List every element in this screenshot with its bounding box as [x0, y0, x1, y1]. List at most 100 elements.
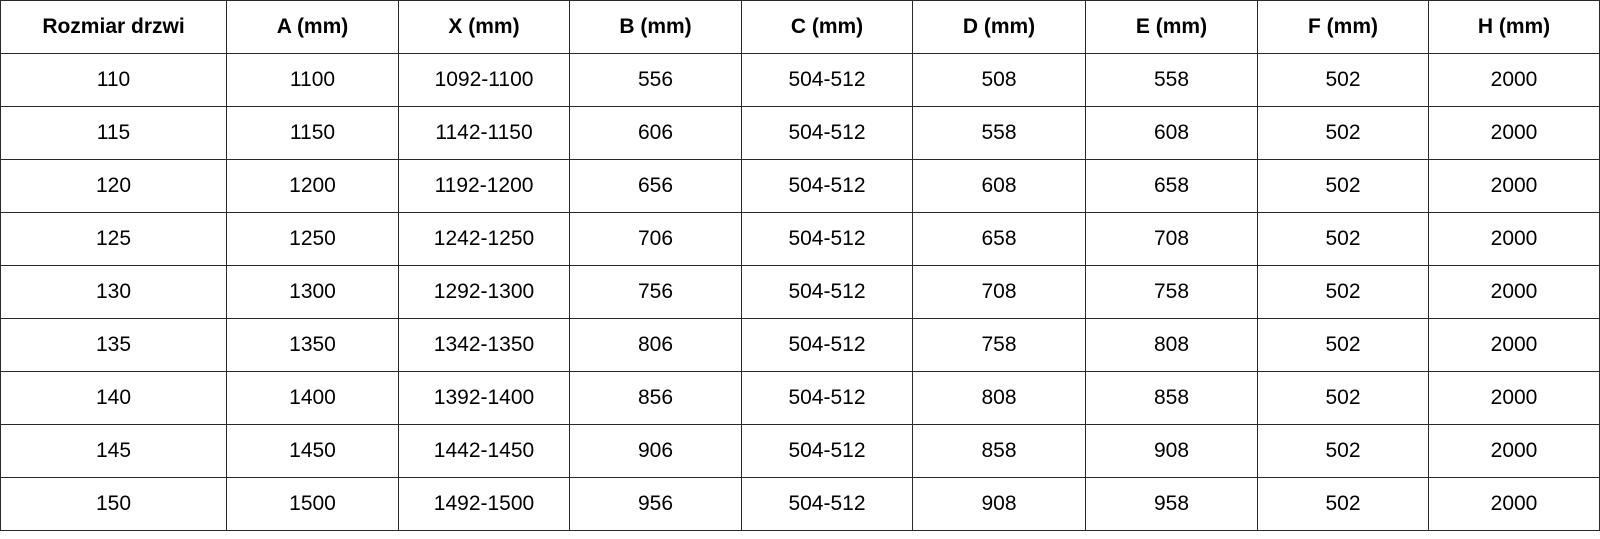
- table-cell: 504-512: [741, 53, 913, 107]
- table-cell: 2000: [1428, 265, 1600, 319]
- table-cell: 1350: [226, 318, 399, 372]
- table-cell: 906: [569, 424, 742, 478]
- table-cell: 502: [1257, 53, 1429, 107]
- table-cell: 125: [0, 212, 227, 266]
- column-header: H (mm): [1428, 0, 1600, 54]
- table-cell: 2000: [1428, 212, 1600, 266]
- table-cell: 558: [912, 106, 1086, 160]
- table-cell: 958: [1085, 477, 1258, 531]
- table-cell: 858: [1085, 371, 1258, 425]
- table-cell: 135: [0, 318, 227, 372]
- table-cell: 110: [0, 53, 227, 107]
- table-cell: 1342-1350: [398, 318, 570, 372]
- table-cell: 502: [1257, 212, 1429, 266]
- table-cell: 1442-1450: [398, 424, 570, 478]
- header-row: Rozmiar drzwi A (mm) X (mm) B (mm) C (mm) D (…: [0, 0, 1600, 54]
- table-row: 110 1100 1092-1100 556 504-512 508 558 502 2000: [0, 53, 1600, 107]
- table-cell: 908: [912, 477, 1086, 531]
- table-cell: 2000: [1428, 106, 1600, 160]
- table-cell: 2000: [1428, 371, 1600, 425]
- column-header: D (mm): [912, 0, 1086, 54]
- table-cell: 504-512: [741, 265, 913, 319]
- table-cell: 120: [0, 159, 227, 213]
- table-cell: 504-512: [741, 212, 913, 266]
- table-cell: 2000: [1428, 318, 1600, 372]
- table-cell: 806: [569, 318, 742, 372]
- table-cell: 1100: [226, 53, 399, 107]
- table-cell: 1492-1500: [398, 477, 570, 531]
- table-cell: 508: [912, 53, 1086, 107]
- table-cell: 1392-1400: [398, 371, 570, 425]
- table-row: 145 1450 1442-1450 906 504-512 858 908 502 2000: [0, 424, 1600, 478]
- table-cell: 856: [569, 371, 742, 425]
- table-cell: 956: [569, 477, 742, 531]
- table-cell: 808: [1085, 318, 1258, 372]
- table-cell: 504-512: [741, 477, 913, 531]
- table-cell: 1142-1150: [398, 106, 570, 160]
- table-row: 150 1500 1492-1500 956 504-512 908 958 502 2000: [0, 477, 1600, 531]
- table-cell: 502: [1257, 371, 1429, 425]
- table-row: 130 1300 1292-1300 756 504-512 708 758 502 2000: [0, 265, 1600, 319]
- table-cell: 502: [1257, 424, 1429, 478]
- table-cell: 608: [912, 159, 1086, 213]
- column-header: Rozmiar drzwi: [0, 0, 227, 54]
- table-cell: 2000: [1428, 159, 1600, 213]
- table-cell: 1450: [226, 424, 399, 478]
- table-cell: 145: [0, 424, 227, 478]
- table-cell: 658: [1085, 159, 1258, 213]
- table-cell: 708: [912, 265, 1086, 319]
- table-cell: 706: [569, 212, 742, 266]
- table-cell: 758: [1085, 265, 1258, 319]
- table-cell: 1500: [226, 477, 399, 531]
- table-cell: 756: [569, 265, 742, 319]
- table-cell: 504-512: [741, 424, 913, 478]
- table-cell: 808: [912, 371, 1086, 425]
- table-cell: 758: [912, 318, 1086, 372]
- table-cell: 2000: [1428, 424, 1600, 478]
- column-header: A (mm): [226, 0, 399, 54]
- column-header: X (mm): [398, 0, 570, 54]
- table-cell: 708: [1085, 212, 1258, 266]
- table-row: 125 1250 1242-1250 706 504-512 658 708 502 2000: [0, 212, 1600, 266]
- table-cell: 656: [569, 159, 742, 213]
- table-cell: 502: [1257, 318, 1429, 372]
- table-cell: 140: [0, 371, 227, 425]
- table-cell: 1092-1100: [398, 53, 570, 107]
- table-cell: 658: [912, 212, 1086, 266]
- table-cell: 2000: [1428, 53, 1600, 107]
- table-cell: 608: [1085, 106, 1258, 160]
- table-cell: 1292-1300: [398, 265, 570, 319]
- table-cell: 606: [569, 106, 742, 160]
- column-header: B (mm): [569, 0, 742, 54]
- table-cell: 1400: [226, 371, 399, 425]
- table-cell: 502: [1257, 106, 1429, 160]
- table-cell: 858: [912, 424, 1086, 478]
- table-cell: 504-512: [741, 371, 913, 425]
- table-cell: 504-512: [741, 318, 913, 372]
- table-cell: 115: [0, 106, 227, 160]
- table-cell: 1192-1200: [398, 159, 570, 213]
- table-cell: 556: [569, 53, 742, 107]
- table-cell: 502: [1257, 477, 1429, 531]
- table-cell: 504-512: [741, 106, 913, 160]
- table-cell: 1250: [226, 212, 399, 266]
- table-cell: 908: [1085, 424, 1258, 478]
- table-cell: 2000: [1428, 477, 1600, 531]
- table-cell: 502: [1257, 265, 1429, 319]
- table-cell: 502: [1257, 159, 1429, 213]
- table-cell: 1150: [226, 106, 399, 160]
- table-row: 120 1200 1192-1200 656 504-512 608 658 502 2000: [0, 159, 1600, 213]
- table-cell: 150: [0, 477, 227, 531]
- table-cell: 1300: [226, 265, 399, 319]
- table-cell: 504-512: [741, 159, 913, 213]
- column-header: C (mm): [741, 0, 913, 54]
- table-row: 115 1150 1142-1150 606 504-512 558 608 502 2000: [0, 106, 1600, 160]
- table-cell: 558: [1085, 53, 1258, 107]
- table-cell: 1242-1250: [398, 212, 570, 266]
- column-header: E (mm): [1085, 0, 1258, 54]
- column-header: F (mm): [1257, 0, 1429, 54]
- table-row: 140 1400 1392-1400 856 504-512 808 858 502 2000: [0, 371, 1600, 425]
- table-cell: 1200: [226, 159, 399, 213]
- table-row: 135 1350 1342-1350 806 504-512 758 808 502 2000: [0, 318, 1600, 372]
